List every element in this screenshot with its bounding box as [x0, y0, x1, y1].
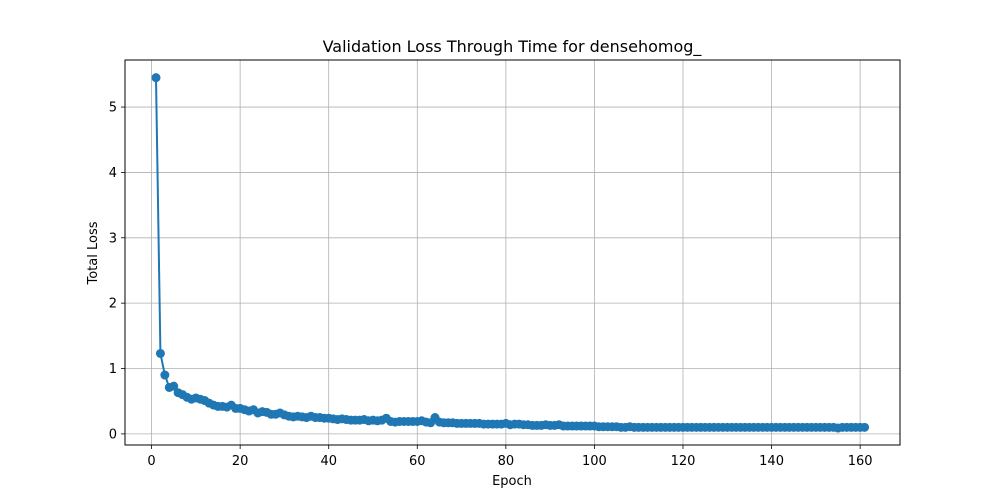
- x-tick-label: 40: [320, 454, 337, 469]
- x-tick-label: 80: [498, 454, 515, 469]
- x-tick-label: 120: [671, 454, 696, 469]
- y-tick-label: 3: [109, 231, 117, 246]
- y-tick-label: 0: [109, 427, 117, 442]
- y-tick-label: 5: [109, 101, 117, 116]
- x-axis-ticks: 0 20 40 60 80 100 120 140 160: [147, 445, 873, 469]
- grid: [125, 60, 900, 445]
- data-point: [860, 422, 870, 432]
- x-tick-label: 0: [147, 454, 155, 469]
- x-axis-label: Epoch: [492, 474, 532, 489]
- series-loss: [151, 73, 870, 433]
- chart-title: Validation Loss Through Time for denseho…: [323, 37, 703, 57]
- y-tick-label: 2: [109, 297, 117, 312]
- y-tick-label: 1: [109, 362, 117, 377]
- plot-frame: [124, 59, 901, 446]
- data-point: [169, 381, 179, 391]
- y-axis-label: Total Loss: [86, 221, 101, 285]
- x-tick-label: 160: [848, 454, 873, 469]
- data-point: [155, 348, 165, 358]
- x-tick-label: 140: [759, 454, 784, 469]
- data-point: [151, 73, 161, 83]
- x-tick-label: 20: [232, 454, 249, 469]
- y-tick-label: 4: [109, 166, 117, 181]
- x-tick-label: 100: [582, 454, 607, 469]
- y-axis-ticks: 0 1 2 3 4 5: [109, 101, 125, 442]
- x-tick-label: 60: [409, 454, 426, 469]
- data-point: [160, 370, 170, 380]
- series-line: [155, 77, 865, 430]
